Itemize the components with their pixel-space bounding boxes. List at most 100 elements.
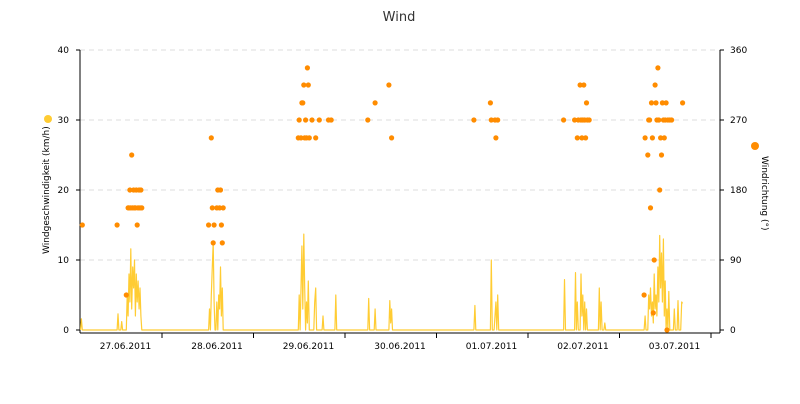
wind-direction-point — [305, 82, 311, 88]
wind-direction-point — [661, 135, 667, 141]
tick-labels: 0 10 20 30 40 0 90 180 270 360 27.06.2011 28.06.201… — [58, 46, 748, 352]
y-left-tick-label: 0 — [63, 326, 69, 336]
wind-direction-point — [217, 187, 224, 193]
wind-direction-point — [211, 222, 217, 228]
y-left-tick-label: 30 — [58, 116, 70, 126]
wind-direction-point — [301, 82, 307, 88]
wind-direction-point — [642, 135, 648, 141]
wind-direction-point — [139, 205, 145, 211]
wind-direction-point — [663, 100, 669, 106]
wind-direction-point — [572, 117, 578, 123]
wind-direction-series — [79, 65, 686, 333]
x-tick-label: 29.06.2011 — [283, 342, 335, 352]
right-axis-legend-marker — [751, 142, 759, 150]
wind-direction-point — [303, 117, 309, 123]
wind-direction-point — [206, 222, 212, 228]
y-left-tick-label: 20 — [58, 186, 70, 196]
wind-direction-point — [656, 117, 662, 123]
wind-direction-point — [114, 222, 120, 228]
wind-direction-point — [586, 117, 592, 123]
wind-direction-point — [365, 117, 371, 123]
wind-direction-point — [657, 187, 663, 193]
wind-direction-point — [583, 100, 590, 106]
wind-direction-point — [309, 117, 315, 123]
wind-speed-line — [79, 233, 684, 331]
wind-direction-point — [641, 292, 647, 298]
wind-direction-point — [372, 100, 378, 106]
y-left-tick-label: 40 — [58, 46, 70, 56]
wind-direction-point — [488, 117, 494, 123]
wind-direction-point — [664, 327, 670, 333]
wind-direction-point — [129, 152, 135, 158]
wind-direction-point — [218, 222, 224, 228]
wind-direction-point — [389, 135, 395, 141]
x-tick-label: 30.06.2011 — [374, 342, 426, 352]
y-left-tick-label: 10 — [58, 256, 70, 266]
wind-direction-point — [659, 100, 666, 106]
wind-direction-point — [219, 240, 225, 246]
chart-title: Wind — [383, 10, 416, 25]
wind-direction-point — [208, 135, 214, 141]
wind-direction-point — [579, 135, 585, 141]
x-tick-label: 02.07.2011 — [557, 342, 609, 352]
wind-direction-point — [658, 135, 664, 141]
wind-direction-point — [123, 292, 129, 298]
wind-direction-point — [313, 135, 319, 141]
x-tick-label: 28.06.2011 — [191, 342, 243, 352]
wind-direction-point — [649, 135, 656, 141]
wind-direction-point — [220, 205, 226, 211]
wind-direction-point — [386, 82, 392, 88]
wind-direction-point — [574, 135, 580, 141]
grid-lines — [80, 49, 720, 261]
y-left-axis-label: Windgeschwindigkeit (km/h) — [42, 126, 52, 254]
wind-direction-point — [647, 117, 653, 123]
wind-direction-point — [655, 65, 661, 71]
wind-direction-point — [217, 205, 223, 211]
wind-direction-point — [648, 100, 655, 106]
wind-direction-point — [138, 187, 144, 193]
y-right-axis-label: Windrichtung (°) — [759, 156, 769, 231]
x-tick-label: 27.06.2011 — [100, 342, 152, 352]
wind-direction-point — [493, 135, 499, 141]
wind-direction-point — [645, 152, 651, 158]
y-right-tick-label: 90 — [730, 256, 742, 266]
wind-direction-point — [306, 135, 312, 141]
axes — [76, 49, 724, 338]
x-tick-label: 01.07.2011 — [466, 342, 518, 352]
wind-direction-point — [669, 117, 675, 123]
wind-direction-point — [561, 117, 567, 123]
wind-direction-point — [581, 82, 587, 88]
wind-speed-series — [79, 233, 684, 331]
wind-direction-point — [487, 100, 493, 106]
wind-direction-point — [647, 205, 654, 211]
wind-direction-point — [651, 257, 657, 263]
left-axis-legend-marker — [44, 115, 52, 123]
wind-direction-point — [471, 117, 477, 123]
wind-direction-point — [650, 310, 656, 316]
wind-direction-point — [680, 100, 686, 106]
wind-direction-point — [577, 82, 583, 88]
wind-direction-point — [652, 82, 658, 88]
wind-direction-point — [134, 222, 140, 228]
y-right-tick-label: 360 — [730, 46, 747, 56]
wind-direction-point — [658, 152, 665, 158]
wind-direction-point — [583, 135, 589, 141]
x-tick-label: 03.07.2011 — [649, 342, 701, 352]
wind-direction-point — [296, 117, 302, 123]
wind-direction-point — [316, 117, 322, 123]
wind-direction-point — [300, 100, 306, 106]
y-right-tick-label: 270 — [730, 116, 747, 126]
wind-direction-point — [210, 240, 216, 246]
wind-direction-point — [495, 117, 501, 123]
wind-direction-point — [328, 117, 334, 123]
y-right-tick-label: 180 — [730, 186, 747, 196]
wind-direction-point — [127, 187, 133, 193]
wind-direction-point — [653, 100, 659, 106]
y-right-tick-label: 0 — [730, 326, 736, 336]
wind-direction-point — [209, 205, 215, 211]
wind-direction-point — [79, 222, 85, 228]
wind-direction-point — [298, 135, 304, 141]
wind-direction-point — [304, 65, 310, 71]
